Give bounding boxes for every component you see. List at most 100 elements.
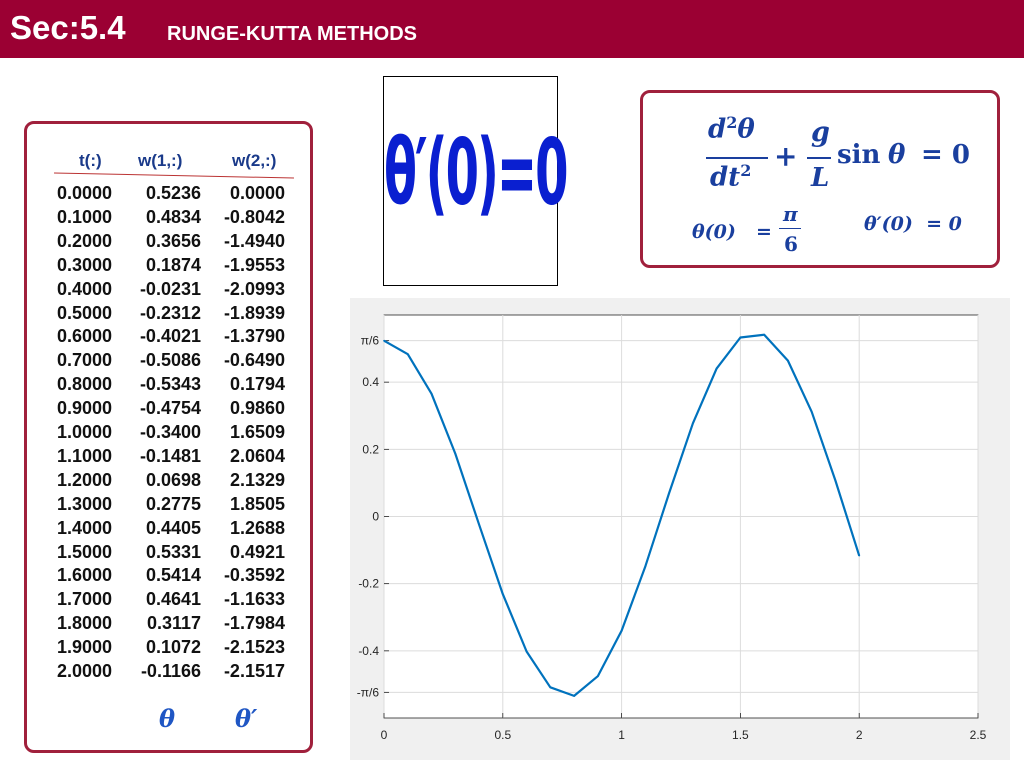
table-row: 0.1000 0.4834 -0.8042 <box>27 207 310 231</box>
cell-w2: -0.3592 <box>209 565 285 586</box>
cell-w1: 0.1874 <box>127 255 201 276</box>
cell-w2: -1.8939 <box>209 303 285 324</box>
eq-num-theta: θ <box>737 115 754 145</box>
y-tick-label: 0.2 <box>362 442 379 456</box>
cell-t: 0.6000 <box>57 326 119 347</box>
cell-t: 1.5000 <box>57 542 119 563</box>
ic1-six: 6 <box>784 232 798 256</box>
eq-den-exp: 2 <box>740 161 751 180</box>
y-tick-label: 0.4 <box>362 375 379 389</box>
cell-w2: -1.3790 <box>209 326 285 347</box>
plot-svg: 0 0.5 1 1.5 2 2.5 -π/6 -0.4 -0.2 0 0.2 0.4 π/6 <box>350 298 1010 760</box>
cell-w2: 0.0000 <box>209 183 285 204</box>
cell-w1: 0.0698 <box>127 470 201 491</box>
y-tick-label: 0 <box>372 510 379 524</box>
table-row: 1.4000 0.4405 1.2688 <box>27 518 310 542</box>
cell-w2: 2.0604 <box>209 446 285 467</box>
cell-w2: -1.1633 <box>209 589 285 610</box>
section-title: RUNGE-KUTTA METHODS <box>167 23 417 46</box>
y-tick-label: -π/6 <box>357 685 380 699</box>
x-tick-label: 1.5 <box>732 728 749 742</box>
x-tick-label: 0 <box>381 728 388 742</box>
solution-plot: 0 0.5 1 1.5 2 2.5 -π/6 -0.4 -0.2 0 0.2 0.4 π/6 <box>350 298 1010 760</box>
cell-w1: -0.1166 <box>127 661 201 682</box>
cell-w1: -0.5086 <box>127 350 201 371</box>
cell-w1: -0.4754 <box>127 398 201 419</box>
cell-w2: 1.2688 <box>209 518 285 539</box>
cell-t: 0.9000 <box>57 398 119 419</box>
cell-w1: -0.3400 <box>127 422 201 443</box>
table-row: 0.6000 -0.4021 -1.3790 <box>27 326 310 350</box>
x-tick-label: 0.5 <box>494 728 511 742</box>
eq-equals-zero: = 0 <box>921 140 970 170</box>
equation-box: d2θ dt2 + g L sin θ = 0 θ(0) = π 6 θ′(0)… <box>640 90 1000 268</box>
data-point <box>811 411 813 413</box>
data-point <box>787 360 789 362</box>
cell-t: 1.8000 <box>57 613 119 634</box>
eq-g: g <box>811 117 830 148</box>
section-number: Sec:5.4 <box>10 9 126 47</box>
data-point <box>716 368 718 370</box>
table-row: 1.8000 0.3117 -1.7984 <box>27 613 310 637</box>
cell-t: 0.0000 <box>57 183 119 204</box>
y-tick-label: -0.2 <box>358 577 379 591</box>
eq-plus: + <box>774 140 797 173</box>
cell-t: 0.3000 <box>57 255 119 276</box>
data-point <box>526 651 528 653</box>
eq-num-exp: 2 <box>726 113 737 132</box>
table-row: 1.2000 0.0698 2.1329 <box>27 470 310 494</box>
data-point <box>621 630 623 632</box>
table-row: 2.0000 -0.1166 -2.1517 <box>27 661 310 685</box>
x-tick-label: 1 <box>618 728 625 742</box>
cell-w1: 0.5331 <box>127 542 201 563</box>
cell-t: 1.7000 <box>57 589 119 610</box>
table-row: 1.0000 -0.3400 1.6509 <box>27 422 310 446</box>
cell-t: 1.2000 <box>57 470 119 491</box>
table-row: 1.5000 0.5331 0.4921 <box>27 542 310 566</box>
ic1-equals: = <box>756 221 772 243</box>
data-point <box>502 593 504 595</box>
eq-numerator: d2θ <box>708 113 755 145</box>
cell-w1: 0.4405 <box>127 518 201 539</box>
initial-condition-text: θ′(0)=0 <box>384 120 557 226</box>
data-point <box>668 492 670 494</box>
eq-L: L <box>811 163 829 193</box>
eq-denominator: dt2 <box>710 161 751 193</box>
eq-d: d <box>708 115 726 145</box>
header-w2: w(2,:) <box>232 151 276 171</box>
eq-sin: sin <box>837 140 880 170</box>
cell-w2: 0.9860 <box>209 398 285 419</box>
cell-w2: -0.6490 <box>209 350 285 371</box>
cell-t: 0.5000 <box>57 303 119 324</box>
cell-t: 0.1000 <box>57 207 119 228</box>
eq-fraction-line-2 <box>807 157 831 159</box>
x-tick-label: 2.5 <box>970 728 987 742</box>
cell-t: 0.7000 <box>57 350 119 371</box>
cell-t: 1.1000 <box>57 446 119 467</box>
cell-t: 2.0000 <box>57 661 119 682</box>
table-row: 0.3000 0.1874 -1.9553 <box>27 255 310 279</box>
cell-w1: 0.3656 <box>127 231 201 252</box>
eq-fraction-line-1 <box>706 157 768 159</box>
data-point <box>645 565 647 567</box>
cell-w2: 0.1794 <box>209 374 285 395</box>
eq-theta: θ <box>888 140 905 170</box>
cell-w2: -2.1517 <box>209 661 285 682</box>
data-point <box>407 353 409 355</box>
cell-w2: 1.6509 <box>209 422 285 443</box>
data-point <box>835 480 837 482</box>
cell-t: 1.0000 <box>57 422 119 443</box>
ic2: θ′(0) = 0 <box>864 213 962 235</box>
table-row: 0.9000 -0.4754 0.9860 <box>27 398 310 422</box>
cell-t: 1.4000 <box>57 518 119 539</box>
cell-w1: 0.1072 <box>127 637 201 658</box>
table-row: 0.4000 -0.0231 -2.0993 <box>27 279 310 303</box>
cell-w2: -1.4940 <box>209 231 285 252</box>
theta-prime-symbol: θ′ <box>235 704 257 733</box>
x-tick-label: 2 <box>856 728 863 742</box>
table-row: 1.6000 0.5414 -0.3592 <box>27 565 310 589</box>
cell-w1: -0.1481 <box>127 446 201 467</box>
cell-w1: 0.4641 <box>127 589 201 610</box>
cell-t: 0.2000 <box>57 231 119 252</box>
cell-w1: 0.2775 <box>127 494 201 515</box>
